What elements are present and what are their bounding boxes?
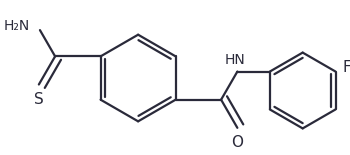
Text: HN: HN <box>225 53 246 67</box>
Text: F: F <box>342 60 350 75</box>
Text: O: O <box>231 135 243 150</box>
Text: S: S <box>34 92 44 107</box>
Text: H₂N: H₂N <box>4 19 30 33</box>
